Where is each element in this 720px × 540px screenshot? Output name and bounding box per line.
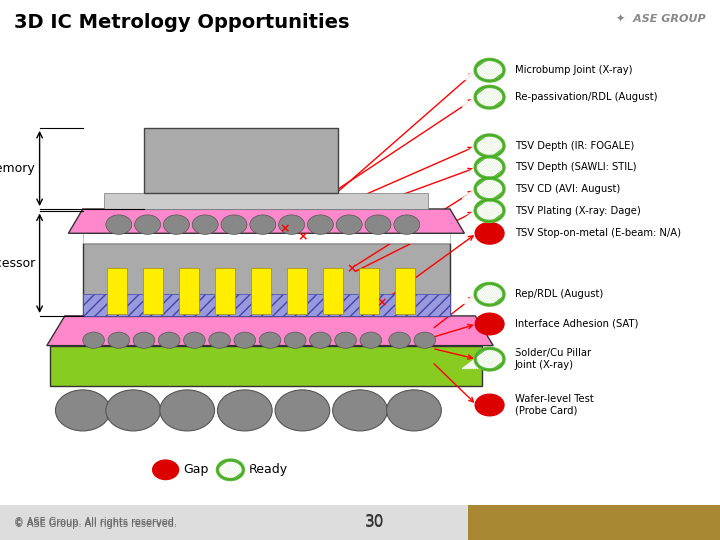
Circle shape	[475, 59, 504, 81]
Bar	[179, 268, 199, 314]
Circle shape	[55, 390, 110, 431]
Circle shape	[335, 332, 356, 348]
Bar	[468, 505, 720, 540]
Text: © ASE Group. All rights reserved.: © ASE Group. All rights reserved.	[14, 519, 177, 529]
Circle shape	[133, 332, 155, 348]
Text: Microbump Joint (X-ray): Microbump Joint (X-ray)	[515, 65, 632, 75]
Text: TSV CD (AVI: August): TSV CD (AVI: August)	[515, 184, 620, 194]
Circle shape	[414, 332, 436, 348]
Text: Re-passivation/RDL (August): Re-passivation/RDL (August)	[515, 92, 657, 102]
Circle shape	[394, 215, 420, 234]
Polygon shape	[68, 209, 464, 233]
Text: 30: 30	[365, 515, 384, 530]
Circle shape	[217, 460, 243, 480]
Circle shape	[158, 332, 180, 348]
Bar	[323, 268, 343, 314]
Bar	[359, 268, 379, 314]
Circle shape	[475, 348, 504, 370]
Circle shape	[106, 215, 132, 234]
Text: 30: 30	[365, 514, 384, 529]
Bar	[50, 346, 482, 386]
Circle shape	[160, 390, 215, 431]
Circle shape	[475, 313, 504, 335]
Text: © ASE Group. All rights reserved.: © ASE Group. All rights reserved.	[14, 517, 177, 527]
Circle shape	[217, 390, 272, 431]
Bar	[83, 294, 450, 316]
Text: TSV Stop-on-metal (E-beam: N/A): TSV Stop-on-metal (E-beam: N/A)	[515, 228, 681, 238]
Bar	[287, 268, 307, 314]
Bar	[143, 268, 163, 314]
Circle shape	[279, 215, 305, 234]
Circle shape	[307, 215, 333, 234]
Bar	[0, 505, 720, 540]
Circle shape	[387, 390, 441, 431]
Text: Rep/RDL (August): Rep/RDL (August)	[515, 289, 603, 299]
Circle shape	[365, 215, 391, 234]
Text: Interface Adhesion (SAT): Interface Adhesion (SAT)	[515, 319, 638, 329]
Circle shape	[336, 215, 362, 234]
Bar	[104, 193, 428, 209]
Circle shape	[234, 332, 256, 348]
Text: ×: ×	[346, 262, 356, 275]
Text: TSV Depth (SAWLI: STIL): TSV Depth (SAWLI: STIL)	[515, 163, 636, 172]
Circle shape	[108, 332, 130, 348]
Circle shape	[163, 215, 189, 234]
Text: ×: ×	[297, 230, 307, 243]
Text: Solder/Cu Pillar
Joint (X-ray): Solder/Cu Pillar Joint (X-ray)	[515, 348, 591, 370]
Text: Memory: Memory	[0, 162, 36, 175]
Circle shape	[475, 394, 504, 416]
Circle shape	[360, 332, 382, 348]
Circle shape	[475, 200, 504, 221]
Circle shape	[184, 332, 205, 348]
Circle shape	[333, 390, 387, 431]
Circle shape	[284, 332, 306, 348]
Text: TSV Plating (X-ray: Dage): TSV Plating (X-ray: Dage)	[515, 206, 641, 215]
Bar	[395, 268, 415, 314]
Polygon shape	[47, 316, 493, 346]
Circle shape	[275, 390, 330, 431]
Circle shape	[475, 284, 504, 305]
Circle shape	[153, 460, 179, 480]
Circle shape	[475, 178, 504, 200]
Bar	[83, 233, 450, 243]
Bar	[83, 243, 450, 316]
Circle shape	[209, 332, 230, 348]
Circle shape	[259, 332, 281, 348]
Bar	[251, 268, 271, 314]
Text: ×: ×	[279, 222, 289, 235]
Circle shape	[475, 222, 504, 244]
Text: Ready: Ready	[248, 463, 287, 476]
Text: 3D IC Metrology Opportunities: 3D IC Metrology Opportunities	[14, 14, 350, 32]
Circle shape	[475, 157, 504, 178]
Text: Processor: Processor	[0, 256, 36, 270]
Text: TSV Depth (IR: FOGALE): TSV Depth (IR: FOGALE)	[515, 141, 634, 151]
Bar	[107, 268, 127, 314]
Circle shape	[475, 86, 504, 108]
Circle shape	[389, 332, 410, 348]
Circle shape	[221, 215, 247, 234]
Circle shape	[192, 215, 218, 234]
Bar	[144, 128, 338, 193]
Bar	[215, 268, 235, 314]
Circle shape	[310, 332, 331, 348]
Circle shape	[106, 390, 161, 431]
Circle shape	[135, 215, 161, 234]
Text: ✦  ASE GROUP: ✦ ASE GROUP	[616, 14, 706, 24]
Circle shape	[250, 215, 276, 234]
Text: Gap: Gap	[184, 463, 209, 476]
Text: Wafer-level Test
(Probe Card): Wafer-level Test (Probe Card)	[515, 394, 593, 416]
Text: ×: ×	[377, 296, 387, 309]
Circle shape	[83, 332, 104, 348]
Circle shape	[475, 135, 504, 157]
